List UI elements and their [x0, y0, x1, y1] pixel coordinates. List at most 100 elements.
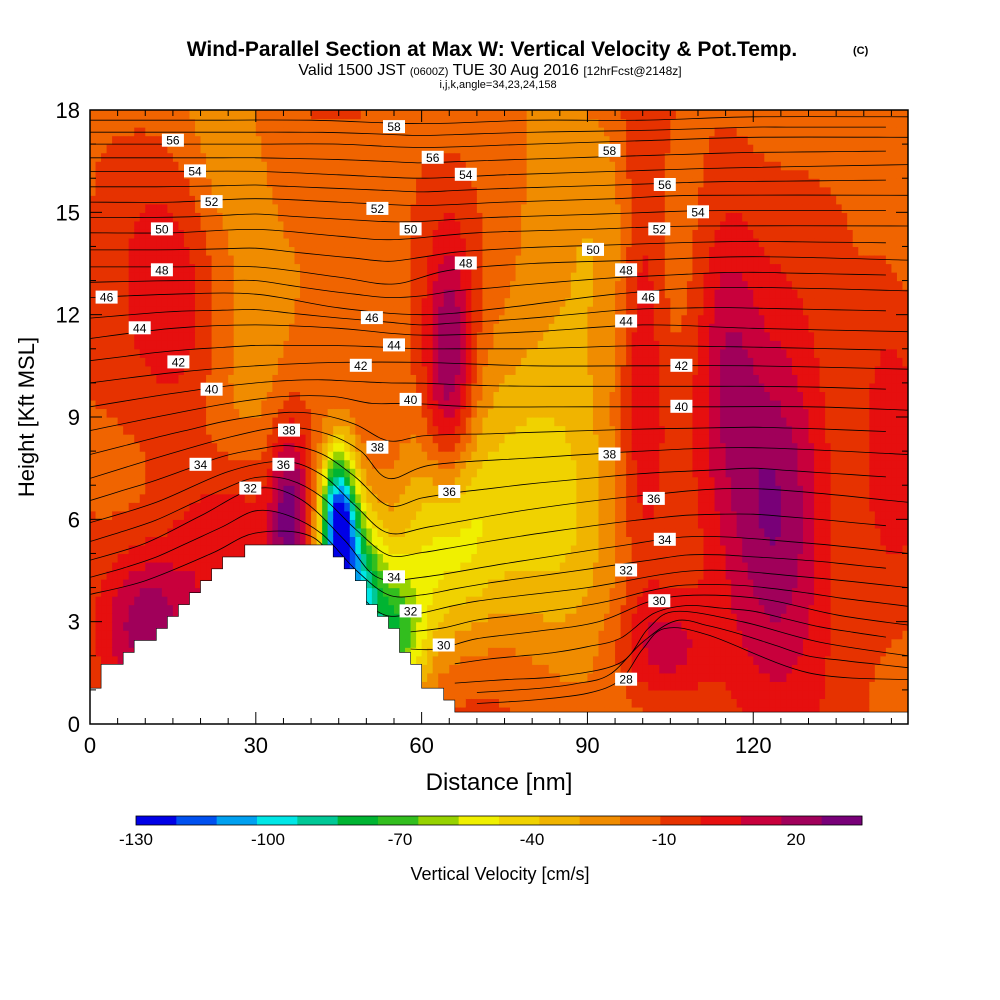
velocity-cell [405, 340, 412, 350]
velocity-cell [195, 254, 202, 265]
velocity-cell [195, 485, 202, 495]
velocity-cell [145, 493, 152, 503]
velocity-cell [288, 365, 296, 375]
velocity-cell [421, 297, 428, 307]
velocity-cell [95, 510, 102, 520]
velocity-cell [443, 391, 450, 401]
velocity-cell [101, 110, 108, 120]
velocity-cell [272, 510, 279, 520]
velocity-cell [200, 468, 207, 478]
velocity-cell [300, 297, 307, 307]
velocity-cell [222, 382, 229, 393]
velocity-cell [106, 365, 113, 375]
velocity-cell [283, 434, 290, 444]
velocity-cell [172, 604, 180, 614]
velocity-cell [145, 417, 152, 427]
velocity-cell [134, 365, 141, 375]
velocity-cell [366, 212, 373, 222]
velocity-cell [90, 229, 97, 239]
velocity-cell [300, 186, 307, 196]
velocity-cell [322, 220, 329, 230]
velocity-cell [189, 340, 196, 350]
velocity-cell [106, 340, 113, 350]
velocity-cell [349, 144, 356, 154]
velocity-cell [183, 374, 191, 384]
velocity-cell [316, 254, 323, 265]
velocity-cell [161, 127, 168, 137]
velocity-cell [338, 144, 345, 154]
velocity-cell [101, 451, 108, 461]
velocity-cell [101, 561, 108, 572]
velocity-cell [349, 417, 356, 427]
velocity-cell [211, 425, 218, 435]
velocity-cell [454, 425, 461, 435]
velocity-cell [305, 144, 312, 154]
velocity-cell [405, 485, 412, 495]
velocity-cell [443, 297, 450, 307]
velocity-cell [410, 382, 417, 393]
velocity-cell [410, 630, 417, 640]
velocity-cell [123, 306, 130, 316]
velocity-cell [405, 306, 412, 316]
velocity-cell [465, 203, 472, 213]
velocity-cell [443, 468, 450, 478]
velocity-cell [161, 246, 168, 256]
velocity-cell [366, 169, 373, 179]
velocity-cell [449, 664, 456, 674]
velocity-cell [338, 365, 345, 375]
velocity-cell [217, 459, 224, 469]
velocity-cell [134, 382, 141, 393]
velocity-cell [128, 186, 135, 196]
velocity-cell [333, 203, 340, 213]
velocity-cell [393, 417, 401, 427]
velocity-cell [471, 681, 478, 691]
velocity-cell [134, 434, 141, 444]
velocity-cell [95, 152, 102, 162]
velocity-cell [200, 152, 207, 162]
velocity-cell [416, 246, 423, 256]
velocity-cell [250, 527, 257, 537]
velocity-cell [123, 237, 130, 248]
velocity-cell [294, 280, 301, 290]
velocity-cell [449, 203, 456, 213]
velocity-cell [128, 110, 135, 120]
velocity-cell [150, 459, 157, 469]
velocity-cell [134, 280, 141, 290]
velocity-cell [222, 161, 229, 171]
velocity-cell [167, 417, 174, 427]
velocity-cell [432, 382, 439, 393]
velocity-cell [250, 434, 257, 444]
velocity-cell [183, 203, 191, 213]
velocity-cell [272, 144, 279, 154]
velocity-cell [405, 510, 412, 520]
velocity-cell [416, 289, 423, 299]
velocity-cell [178, 485, 185, 495]
velocity-cell [178, 186, 185, 196]
velocity-cell [161, 510, 168, 520]
velocity-cell [255, 169, 262, 179]
velocity-cell [427, 570, 434, 580]
velocity-cell [405, 459, 412, 469]
velocity-cell [112, 587, 119, 597]
velocity-cell [416, 272, 423, 282]
velocity-cell [90, 476, 97, 486]
velocity-cell [189, 502, 196, 512]
velocity-cell [112, 323, 119, 333]
velocity-cell [465, 527, 472, 537]
velocity-cell [443, 357, 450, 367]
velocity-cell [217, 417, 224, 427]
velocity-cell [117, 306, 124, 316]
velocity-cell [432, 630, 439, 640]
velocity-cell [272, 169, 279, 179]
velocity-cell [438, 579, 445, 589]
velocity-cell [399, 254, 406, 265]
velocity-cell [101, 527, 108, 537]
velocity-cell [106, 604, 113, 614]
velocity-cell [416, 553, 423, 563]
velocity-cell [454, 417, 461, 427]
velocity-cell [333, 544, 340, 555]
velocity-cell [217, 502, 224, 512]
velocity-cell [156, 493, 163, 503]
velocity-cell [316, 417, 323, 427]
velocity-cell [134, 417, 141, 427]
